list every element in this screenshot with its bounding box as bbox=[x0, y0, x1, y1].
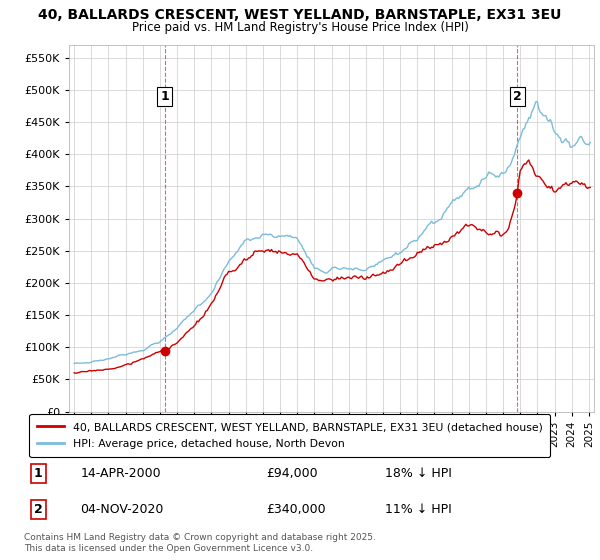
Text: 04-NOV-2020: 04-NOV-2020 bbox=[80, 503, 164, 516]
Text: £340,000: £340,000 bbox=[266, 503, 326, 516]
Text: 1: 1 bbox=[34, 467, 43, 480]
Text: 2: 2 bbox=[513, 90, 522, 103]
Legend: 40, BALLARDS CRESCENT, WEST YELLAND, BARNSTAPLE, EX31 3EU (detached house), HPI:: 40, BALLARDS CRESCENT, WEST YELLAND, BAR… bbox=[29, 414, 550, 457]
Text: 18% ↓ HPI: 18% ↓ HPI bbox=[385, 467, 452, 480]
Text: Contains HM Land Registry data © Crown copyright and database right 2025.
This d: Contains HM Land Registry data © Crown c… bbox=[24, 533, 376, 553]
Text: 2: 2 bbox=[34, 503, 43, 516]
Text: £94,000: £94,000 bbox=[266, 467, 318, 480]
Text: 40, BALLARDS CRESCENT, WEST YELLAND, BARNSTAPLE, EX31 3EU: 40, BALLARDS CRESCENT, WEST YELLAND, BAR… bbox=[38, 8, 562, 22]
Text: 11% ↓ HPI: 11% ↓ HPI bbox=[385, 503, 452, 516]
Text: 1: 1 bbox=[160, 90, 169, 103]
Text: 14-APR-2000: 14-APR-2000 bbox=[80, 467, 161, 480]
Text: Price paid vs. HM Land Registry's House Price Index (HPI): Price paid vs. HM Land Registry's House … bbox=[131, 21, 469, 34]
